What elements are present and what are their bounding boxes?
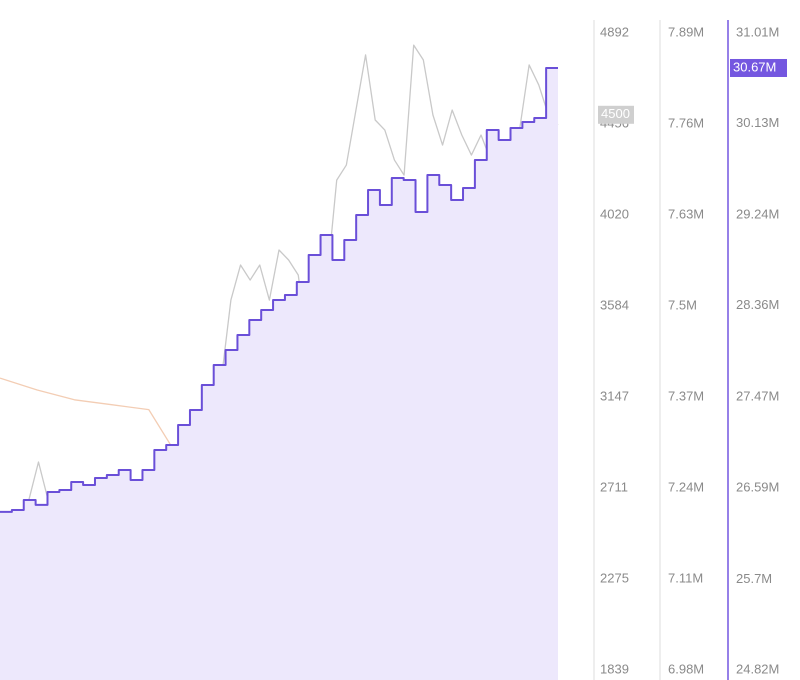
y-tick-label: 2711: [600, 479, 628, 494]
last-value-label: 4500: [601, 106, 630, 121]
y-tick-label: 3584: [600, 297, 629, 312]
line: [0, 66, 558, 513]
y-tick-label: 7.5M: [668, 297, 697, 312]
y-tick-label: 4020: [600, 206, 629, 221]
y-tick-label: 31.01M: [736, 24, 779, 39]
y-tick-label: 29.24M: [736, 207, 779, 222]
y-tick-label: 7.11M: [668, 570, 703, 585]
y-tick-label: 7.76M: [668, 115, 704, 130]
y-tick-label: 28.36M: [736, 297, 779, 312]
y-tick-label: 2275: [600, 570, 629, 585]
y-tick-label: 7.63M: [668, 206, 704, 221]
last-value-box: [598, 105, 634, 124]
last-value-label: 30.67M: [733, 59, 776, 74]
last-value-box: [730, 58, 787, 77]
y-tick-label: 30.13M: [736, 115, 779, 130]
y-tick-label: 1839: [600, 661, 629, 676]
area: [0, 67, 558, 680]
y-tick-label: 27.47M: [736, 389, 779, 404]
y-tick-label: 4892: [600, 24, 629, 39]
y-tick-label: 25.7M: [736, 571, 772, 586]
y-tick-label: 7.24M: [668, 479, 704, 494]
y-tick-label: 6.98M: [668, 661, 704, 676]
y-tick-label: 26.59M: [736, 479, 779, 494]
y-tick-label: 7.89M: [668, 24, 704, 39]
y-tick-label: 3147: [600, 389, 629, 404]
y-tick-label: 7.37M: [668, 388, 704, 403]
y-tick-label: 24.82M: [736, 661, 779, 676]
